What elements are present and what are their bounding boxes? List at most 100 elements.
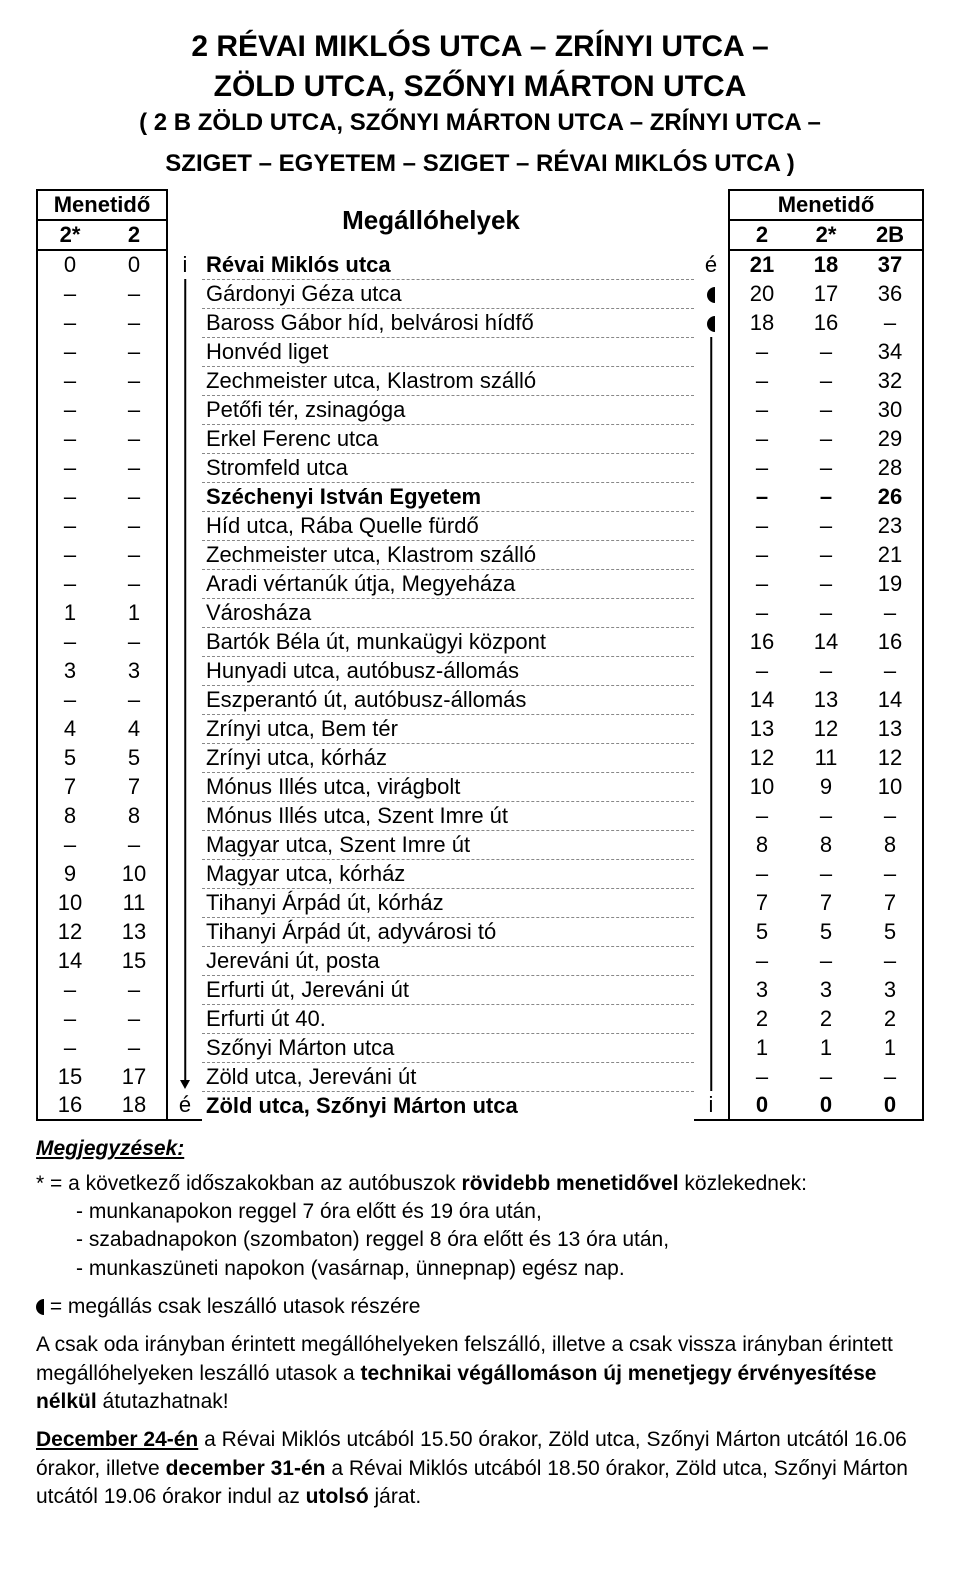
cell-r3: 1 (858, 1033, 923, 1062)
cell-icon-right (694, 627, 729, 656)
cell-icon-left (167, 337, 202, 366)
cell-icon-left (167, 743, 202, 772)
cell-stop: Révai Miklós utca (202, 250, 694, 279)
cell-icon-left (167, 395, 202, 424)
cell-r3: – (858, 598, 923, 627)
cell-l2: 13 (102, 917, 167, 946)
cell-r1: – (729, 1062, 794, 1091)
cell-r2: – (794, 598, 858, 627)
cell-icon-left (167, 279, 202, 308)
table-row: ––Honvéd liget––34 (37, 337, 923, 366)
cell-r2: – (794, 801, 858, 830)
cell-r1: – (729, 482, 794, 511)
cell-r1: 20 (729, 279, 794, 308)
cell-l2: 3 (102, 656, 167, 685)
cell-r3: 19 (858, 569, 923, 598)
cell-l1: – (37, 540, 102, 569)
cell-l2: 11 (102, 888, 167, 917)
table-row: ––Eszperantó út, autóbusz-állomás141314 (37, 685, 923, 714)
alight-only-icon (36, 1299, 44, 1315)
cell-stop: Tihanyi Árpád út, kórház (202, 888, 694, 917)
cell-r2: 17 (794, 279, 858, 308)
cell-stop: Tihanyi Árpád út, adyvárosi tó (202, 917, 694, 946)
cell-stop: Mónus Illés utca, Szent Imre út (202, 801, 694, 830)
table-row: ––Stromfeld utca––28 (37, 453, 923, 482)
cell-icon-left (167, 685, 202, 714)
alight-only-icon (707, 316, 715, 332)
cell-l1: 0 (37, 250, 102, 279)
cell-r1: – (729, 337, 794, 366)
cell-icon-left (167, 917, 202, 946)
cell-icon-right (694, 569, 729, 598)
table-row: ––Széchenyi István Egyetem––26 (37, 482, 923, 511)
cell-r2: – (794, 482, 858, 511)
cell-l2: 1 (102, 598, 167, 627)
cell-r2: – (794, 1062, 858, 1091)
cell-r3: 29 (858, 424, 923, 453)
cell-r1: – (729, 656, 794, 685)
cell-l2: 4 (102, 714, 167, 743)
cell-l1: – (37, 627, 102, 656)
cell-stop: Széchenyi István Egyetem (202, 482, 694, 511)
table-row: 910Magyar utca, kórház––– (37, 859, 923, 888)
cell-l1: – (37, 685, 102, 714)
cell-l1: – (37, 453, 102, 482)
note-asterisk: * = a következő időszakokban az autóbusz… (36, 1170, 924, 1283)
cell-r3: 21 (858, 540, 923, 569)
cell-stop: Magyar utca, Szent Imre út (202, 830, 694, 859)
cell-icon-right (694, 743, 729, 772)
table-row: 55Zrínyi utca, kórház121112 (37, 743, 923, 772)
cell-r1: 13 (729, 714, 794, 743)
cell-r1: – (729, 598, 794, 627)
cell-stop: Zrínyi utca, kórház (202, 743, 694, 772)
cell-stop: Gárdonyi Géza utca (202, 279, 694, 308)
cell-l1: – (37, 337, 102, 366)
cell-icon-left (167, 424, 202, 453)
cell-icon-right (694, 511, 729, 540)
table-row: 00iRévai Miklós utcaé211837 (37, 250, 923, 279)
cell-r2: – (794, 946, 858, 975)
cell-icon-right (694, 830, 729, 859)
cell-r2: 18 (794, 250, 858, 279)
cell-r1: – (729, 453, 794, 482)
cell-icon-right (694, 598, 729, 627)
cell-r2: – (794, 453, 858, 482)
cell-r3: – (858, 1062, 923, 1091)
cell-icon-right (694, 1004, 729, 1033)
cell-stop: Petőfi tér, zsinagóga (202, 395, 694, 424)
cell-l1: 15 (37, 1062, 102, 1091)
cell-r3: 37 (858, 250, 923, 279)
cell-r1: – (729, 859, 794, 888)
cell-icon-right (694, 366, 729, 395)
cell-icon-left (167, 540, 202, 569)
cell-l1: – (37, 279, 102, 308)
cell-icon-left (167, 308, 202, 337)
cell-l2: – (102, 627, 167, 656)
cell-l1: 1 (37, 598, 102, 627)
cell-l2: 5 (102, 743, 167, 772)
note-transfer: A csak oda irányban érintett megállóhely… (36, 1331, 924, 1416)
cell-l2: – (102, 511, 167, 540)
cell-r1: – (729, 395, 794, 424)
cell-stop: Stromfeld utca (202, 453, 694, 482)
cell-icon-left (167, 627, 202, 656)
cell-stop: Honvéd liget (202, 337, 694, 366)
cell-r1: 0 (729, 1091, 794, 1120)
cell-l2: – (102, 975, 167, 1004)
cell-r3: 13 (858, 714, 923, 743)
cell-r3: 8 (858, 830, 923, 859)
cell-stop: Eszperantó út, autóbusz-állomás (202, 685, 694, 714)
cell-icon-right (694, 685, 729, 714)
table-row: 88Mónus Illés utca, Szent Imre út––– (37, 801, 923, 830)
cell-r1: 7 (729, 888, 794, 917)
cell-r3: – (858, 859, 923, 888)
cell-l2: – (102, 395, 167, 424)
cell-r1: – (729, 540, 794, 569)
cell-l2: – (102, 685, 167, 714)
cell-l1: – (37, 1004, 102, 1033)
cell-r3: 12 (858, 743, 923, 772)
timetable: Menetidő Megállóhelyek Menetidő 2* 2 2 2… (36, 189, 924, 1121)
cell-l1: 9 (37, 859, 102, 888)
cell-icon-left (167, 511, 202, 540)
cell-stop: Zrínyi utca, Bem tér (202, 714, 694, 743)
